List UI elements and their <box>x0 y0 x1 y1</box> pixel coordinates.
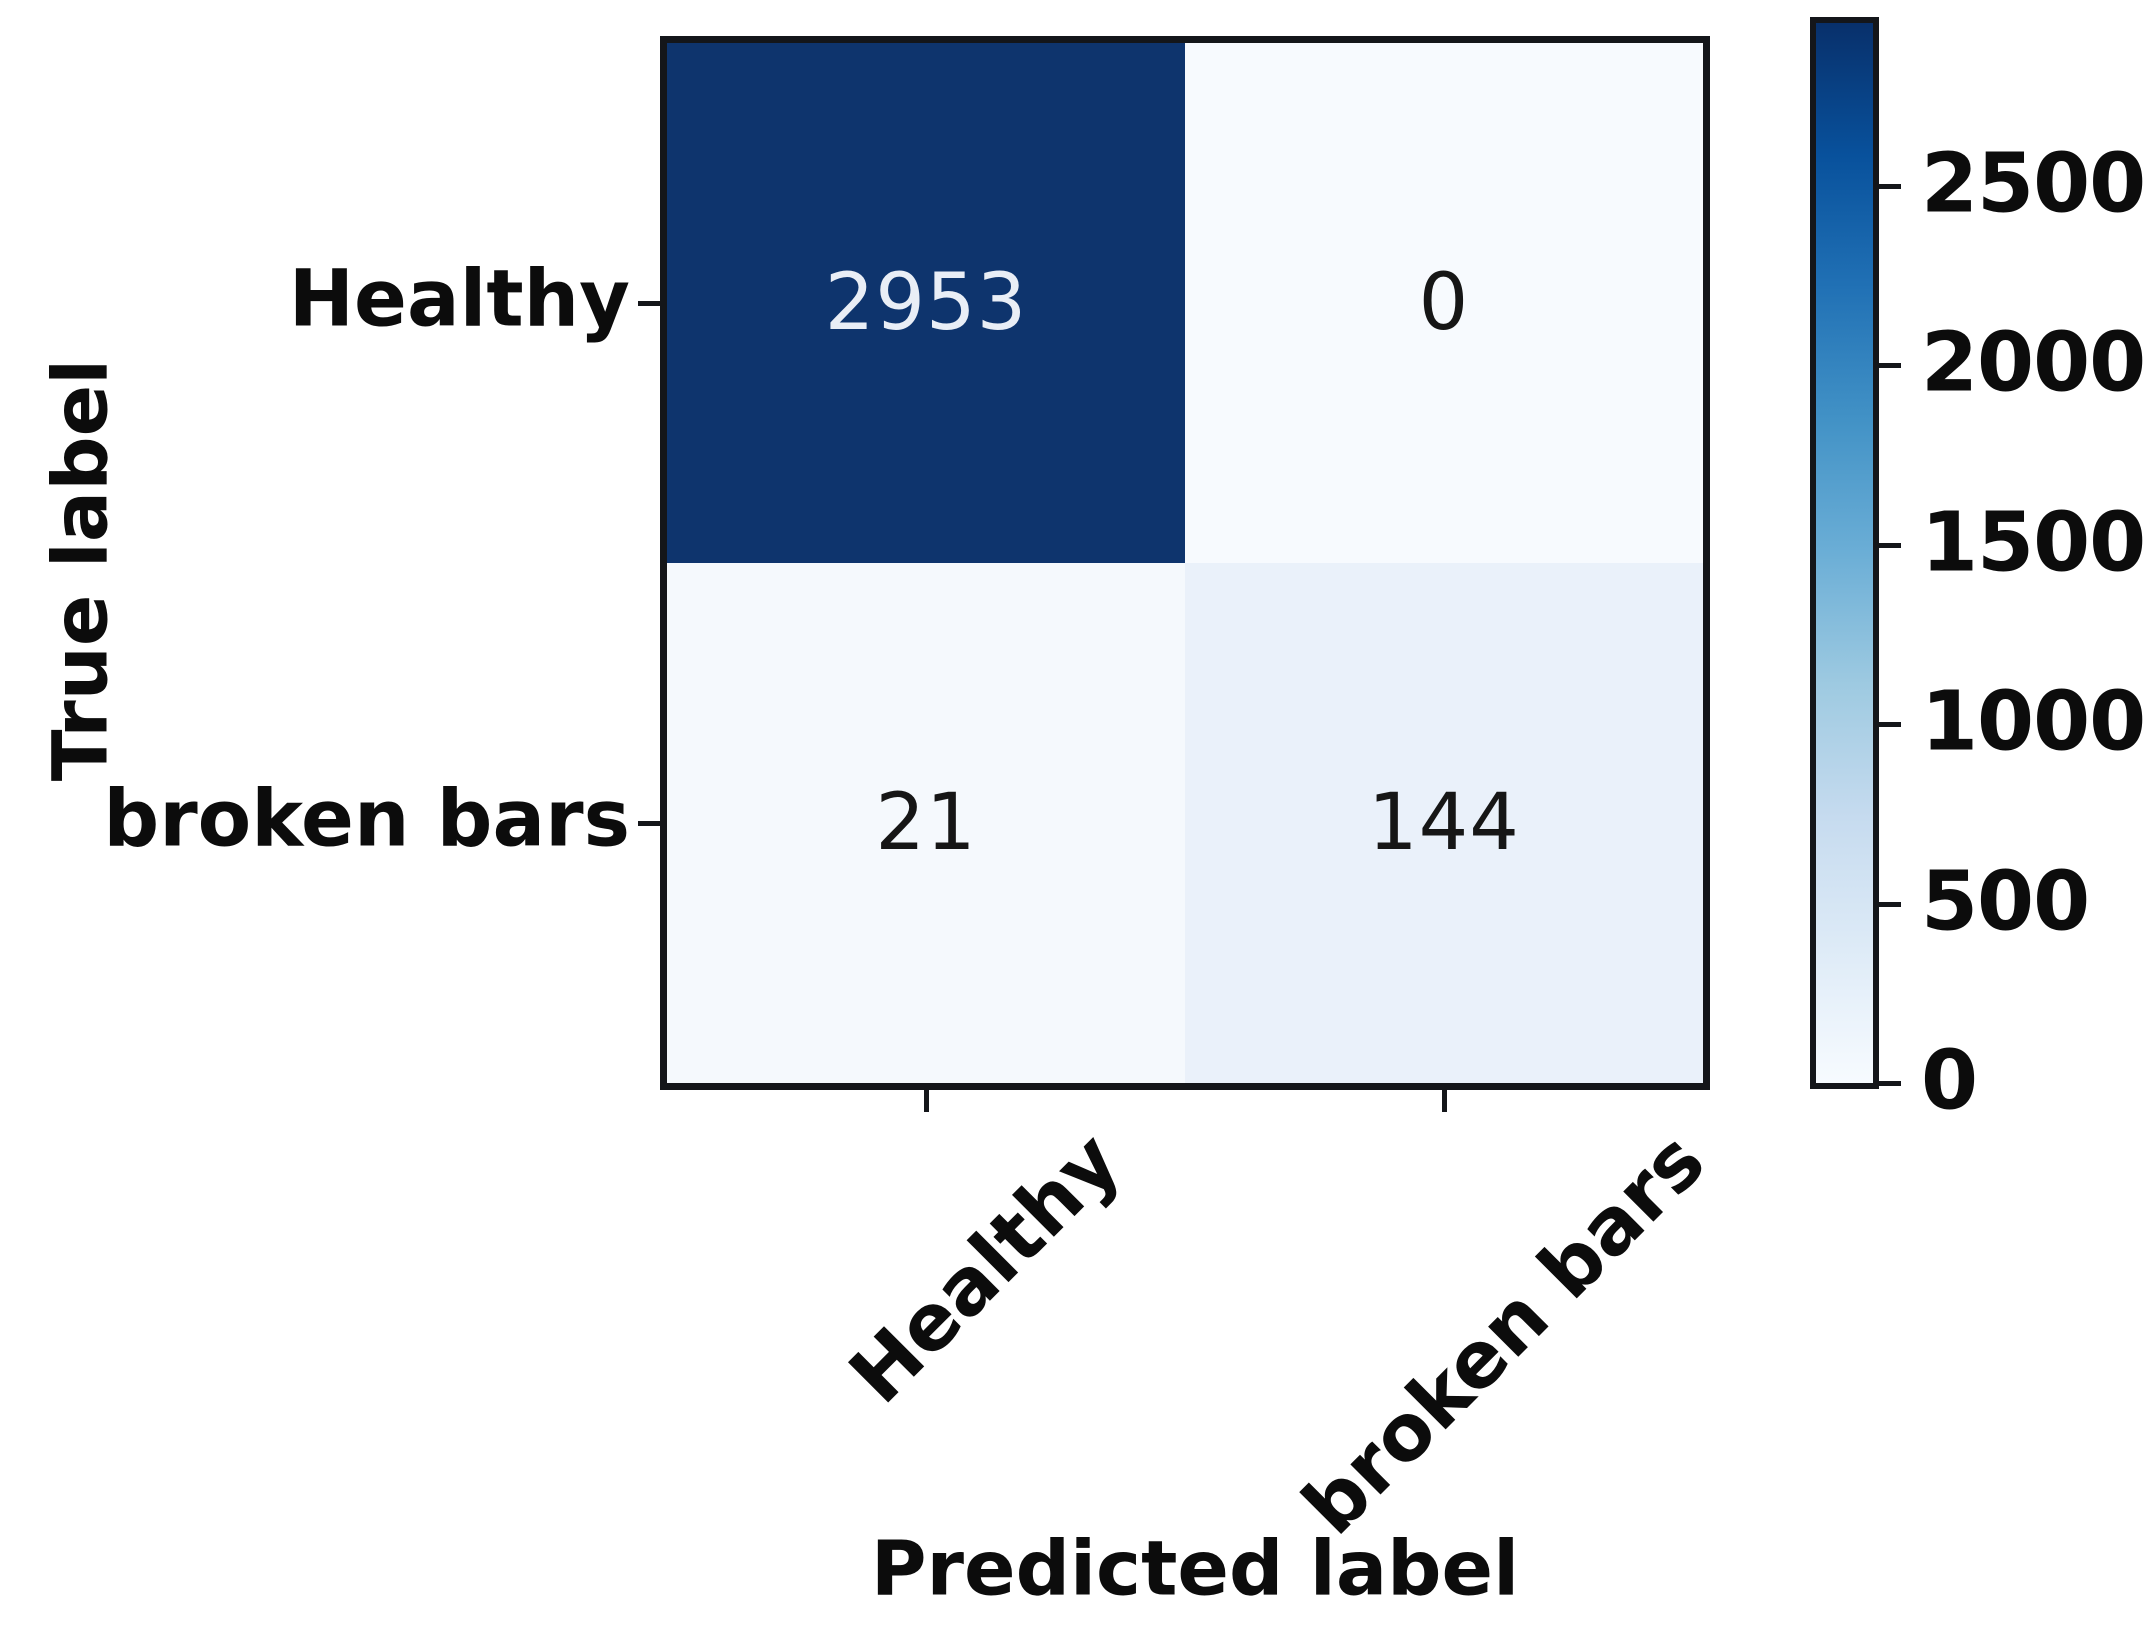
colorbar-tick-label: 500 <box>1921 854 2090 950</box>
colorbar-tick-mark <box>1879 901 1901 907</box>
colorbar-tick-mark <box>1879 183 1901 189</box>
x-tick-label: broken bars <box>1285 1116 1722 1553</box>
colorbar-tick-label: 0 <box>1921 1033 1978 1129</box>
colorbar-tick-mark <box>1879 722 1901 728</box>
x-tick-label: Healthy <box>833 1116 1139 1421</box>
colorbar-tick-label: 1500 <box>1921 495 2146 591</box>
colorbar-tick-mark <box>1879 1081 1901 1086</box>
colorbar-tick-label: 2000 <box>1921 315 2146 411</box>
colorbar-tick-mark <box>1879 542 1901 548</box>
colorbar-tick-label: 2500 <box>1921 136 2146 232</box>
matrix-cell: 2953 <box>667 43 1185 563</box>
matrix-cell: 21 <box>667 563 1185 1083</box>
y-tick-label: broken bars <box>103 774 630 865</box>
x-tick-mark <box>924 1090 929 1112</box>
matrix-cell: 0 <box>1185 43 1703 563</box>
colorbar-tick-mark <box>1879 363 1901 369</box>
y-tick-mark <box>638 821 660 826</box>
confusion-matrix-heatmap: 2953 0 21 144 <box>660 36 1710 1090</box>
colorbar-tick-label: 1000 <box>1921 674 2146 770</box>
x-axis-title: Predicted label <box>870 1523 1520 1613</box>
y-tick-mark <box>638 301 660 306</box>
y-axis-title: True label <box>35 358 125 782</box>
colorbar-gradient <box>1810 17 1879 1089</box>
x-tick-mark <box>1442 1090 1447 1112</box>
y-tick-label: Healthy <box>288 254 630 345</box>
matrix-cell: 144 <box>1185 563 1703 1083</box>
